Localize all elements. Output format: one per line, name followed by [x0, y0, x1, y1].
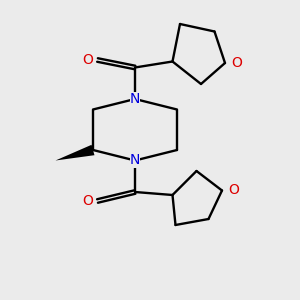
Text: O: O [229, 184, 239, 197]
Text: O: O [232, 56, 242, 70]
Text: N: N [130, 92, 140, 106]
Text: O: O [82, 194, 93, 208]
Text: N: N [130, 154, 140, 167]
Text: O: O [82, 53, 93, 67]
Polygon shape [56, 145, 94, 161]
